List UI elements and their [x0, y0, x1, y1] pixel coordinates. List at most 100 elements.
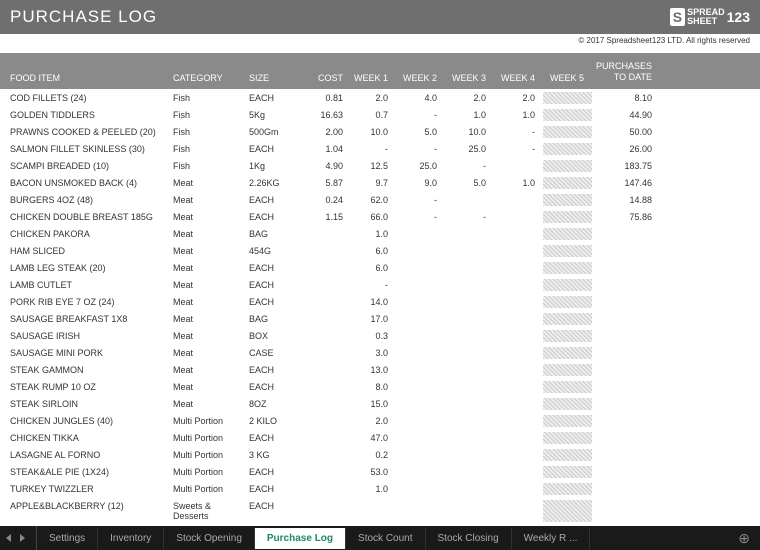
tab-weekly-r-[interactable]: Weekly R ... [512, 528, 591, 549]
cell-category[interactable]: Meat [169, 347, 245, 359]
tab-stock-closing[interactable]: Stock Closing [426, 528, 512, 549]
cell-purchases[interactable] [592, 381, 662, 393]
cell-week1[interactable]: 12.5 [347, 160, 396, 172]
cell-week2[interactable] [396, 466, 445, 478]
cell-category[interactable]: Meat [169, 245, 245, 257]
cell-size[interactable]: EACH [245, 92, 299, 104]
cell-item[interactable]: BACON UNSMOKED BACK (4) [0, 177, 169, 189]
table-row[interactable]: SCAMPI BREADED (10)Fish1Kg4.9012.525.0-1… [0, 157, 760, 174]
cell-week1[interactable]: 15.0 [347, 398, 396, 410]
cell-category[interactable]: Fish [169, 160, 245, 172]
cell-size[interactable]: 454G [245, 245, 299, 257]
cell-week4[interactable] [494, 296, 543, 308]
table-row[interactable]: CHICKEN PAKORAMeatBAG1.0 [0, 225, 760, 242]
cell-week5[interactable] [543, 398, 592, 410]
cell-purchases[interactable] [592, 279, 662, 291]
cell-week1[interactable]: 1.0 [347, 228, 396, 240]
cell-item[interactable]: SAUSAGE MINI PORK [0, 347, 169, 359]
cell-week1[interactable]: 9.7 [347, 177, 396, 189]
cell-week5[interactable] [543, 177, 592, 189]
cell-week3[interactable] [445, 432, 494, 444]
cell-week2[interactable] [396, 432, 445, 444]
cell-cost[interactable]: 0.81 [299, 92, 347, 104]
cell-category[interactable]: Meat [169, 194, 245, 206]
cell-week3[interactable]: 25.0 [445, 143, 494, 155]
cell-purchases[interactable] [592, 483, 662, 495]
table-row[interactable]: CHICKEN JUNGLES (40)Multi Portion2 KILO2… [0, 412, 760, 429]
cell-cost[interactable]: 16.63 [299, 109, 347, 121]
cell-purchases[interactable] [592, 449, 662, 461]
cell-item[interactable]: CHICKEN JUNGLES (40) [0, 415, 169, 427]
cell-category[interactable]: Meat [169, 279, 245, 291]
tab-purchase-log[interactable]: Purchase Log [255, 528, 346, 549]
cell-item[interactable]: LAMB CUTLET [0, 279, 169, 291]
cell-item[interactable]: SCAMPI BREADED (10) [0, 160, 169, 172]
cell-week5[interactable] [543, 449, 592, 461]
table-row[interactable]: SALMON FILLET SKINLESS (30)FishEACH1.04-… [0, 140, 760, 157]
cell-cost[interactable]: 1.04 [299, 143, 347, 155]
cell-week2[interactable]: 25.0 [396, 160, 445, 172]
cell-category[interactable]: Meat [169, 228, 245, 240]
add-sheet-icon[interactable]: ⊕ [728, 530, 760, 547]
cell-week5[interactable] [543, 143, 592, 155]
cell-item[interactable]: APPLE&BLACKBERRY (12) [0, 500, 169, 522]
cell-cost[interactable] [299, 364, 347, 376]
cell-size[interactable]: EACH [245, 364, 299, 376]
cell-item[interactable]: LAMB LEG STEAK (20) [0, 262, 169, 274]
cell-item[interactable]: CHICKEN PAKORA [0, 228, 169, 240]
cell-purchases[interactable] [592, 296, 662, 308]
cell-category[interactable]: Meat [169, 296, 245, 308]
cell-size[interactable]: 5Kg [245, 109, 299, 121]
cell-category[interactable]: Multi Portion [169, 449, 245, 461]
cell-category[interactable]: Fish [169, 92, 245, 104]
table-row[interactable]: CHICKEN TIKKAMulti PortionEACH47.0 [0, 429, 760, 446]
cell-category[interactable]: Multi Portion [169, 466, 245, 478]
cell-week1[interactable]: 0.2 [347, 449, 396, 461]
cell-purchases[interactable] [592, 245, 662, 257]
cell-week2[interactable]: 4.0 [396, 92, 445, 104]
cell-week5[interactable] [543, 432, 592, 444]
cell-week3[interactable] [445, 364, 494, 376]
cell-purchases[interactable] [592, 330, 662, 342]
cell-week5[interactable] [543, 211, 592, 223]
tab-next-icon[interactable] [20, 533, 30, 543]
cell-week5[interactable] [543, 466, 592, 478]
cell-cost[interactable]: 4.90 [299, 160, 347, 172]
cell-cost[interactable]: 2.00 [299, 126, 347, 138]
table-row[interactable]: SAUSAGE IRISHMeatBOX0.3 [0, 327, 760, 344]
cell-week3[interactable] [445, 381, 494, 393]
cell-week4[interactable]: 2.0 [494, 92, 543, 104]
cell-week2[interactable] [396, 381, 445, 393]
cell-week4[interactable] [494, 398, 543, 410]
cell-cost[interactable] [299, 466, 347, 478]
cell-week2[interactable]: 9.0 [396, 177, 445, 189]
cell-week2[interactable]: - [396, 194, 445, 206]
cell-purchases[interactable] [592, 398, 662, 410]
cell-week4[interactable] [494, 279, 543, 291]
cell-category[interactable]: Multi Portion [169, 432, 245, 444]
cell-week2[interactable]: - [396, 143, 445, 155]
cell-cost[interactable] [299, 262, 347, 274]
cell-category[interactable]: Fish [169, 109, 245, 121]
table-row[interactable]: SAUSAGE BREAKFAST 1X8MeatBAG17.0 [0, 310, 760, 327]
cell-week4[interactable] [494, 194, 543, 206]
cell-purchases[interactable]: 8.10 [592, 92, 662, 104]
cell-purchases[interactable]: 44.90 [592, 109, 662, 121]
cell-week2[interactable]: 5.0 [396, 126, 445, 138]
cell-cost[interactable]: 1.15 [299, 211, 347, 223]
cell-size[interactable]: 3 KG [245, 449, 299, 461]
cell-week2[interactable] [396, 262, 445, 274]
cell-item[interactable]: LASAGNE AL FORNO [0, 449, 169, 461]
table-row[interactable]: STEAK&ALE PIE (1X24)Multi PortionEACH53.… [0, 463, 760, 480]
cell-week4[interactable]: 1.0 [494, 109, 543, 121]
cell-size[interactable]: EACH [245, 296, 299, 308]
cell-cost[interactable] [299, 228, 347, 240]
cell-week3[interactable] [445, 466, 494, 478]
cell-week5[interactable] [543, 279, 592, 291]
cell-week1[interactable]: 1.0 [347, 483, 396, 495]
cell-week1[interactable]: 3.0 [347, 347, 396, 359]
cell-week3[interactable]: - [445, 160, 494, 172]
cell-size[interactable]: EACH [245, 194, 299, 206]
table-row[interactable]: BACON UNSMOKED BACK (4)Meat2.26KG5.879.7… [0, 174, 760, 191]
cell-purchases[interactable]: 147.46 [592, 177, 662, 189]
